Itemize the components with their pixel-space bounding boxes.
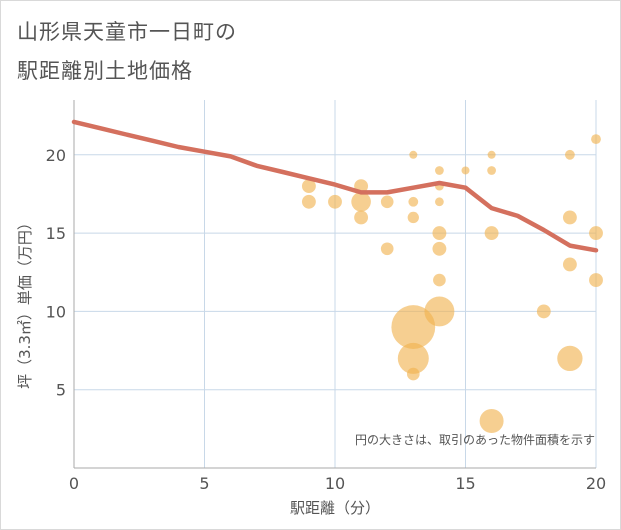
bubble-point: [301, 194, 316, 209]
bubble-point: [424, 296, 455, 327]
x-tick-label: 20: [586, 474, 606, 493]
bubble-point: [484, 226, 499, 241]
bubble-point: [432, 226, 447, 241]
grid-layer: [73, 100, 597, 469]
x-axis-label: 駅距離（分）: [290, 499, 380, 517]
bubble-point: [391, 305, 436, 349]
bubble-point: [397, 342, 429, 374]
line-layer: [71, 119, 599, 253]
y-tick-label: 5: [56, 381, 66, 400]
bubble-point: [487, 150, 496, 159]
bubble-point: [562, 210, 577, 225]
bubble-point: [591, 134, 601, 145]
size-annotation: 円の大きさは、取引のあった物件面積を示す: [355, 432, 595, 447]
bubble-point: [557, 345, 583, 372]
bubble-point: [409, 150, 418, 159]
chart-title-line-2: 駅距離別土地価格: [17, 59, 193, 83]
bubble-point: [380, 242, 394, 256]
bubble-point: [380, 195, 394, 209]
x-tick-label: 10: [325, 474, 345, 493]
bubble-point: [328, 194, 342, 209]
x-tick-label: 15: [455, 474, 475, 493]
bubble-point: [487, 166, 496, 175]
bubble-point: [589, 226, 603, 241]
bubble-point: [479, 409, 504, 434]
x-tick-label: 5: [199, 474, 209, 493]
bubble-point: [407, 211, 419, 224]
bubble-point: [461, 166, 470, 175]
bubble-point: [536, 304, 551, 319]
tick-layer: 0 5 10 15 20 5 10 15 20: [46, 146, 607, 493]
bubble-point: [435, 166, 444, 175]
bubble-point: [565, 149, 575, 160]
bubble-point: [435, 197, 444, 207]
bubble-point: [562, 257, 577, 272]
y-axis-label: 坪（3.3㎡）単価（万円）: [16, 215, 34, 389]
bubble-point: [354, 210, 369, 225]
bubble-point: [408, 196, 419, 207]
price-trend-line: [71, 119, 599, 253]
bubble-point: [589, 273, 603, 288]
bubble-point: [351, 191, 371, 212]
y-tick-label: 10: [46, 302, 66, 321]
bubble-point: [406, 367, 420, 381]
bubble-point: [432, 241, 447, 256]
x-tick-label: 0: [69, 474, 79, 493]
bubble-point: [301, 179, 316, 194]
bubble-layer: [301, 134, 603, 434]
chart-title-line-1: 山形県天童市一日町の: [17, 20, 237, 44]
bubble-point: [433, 273, 446, 287]
y-tick-label: 15: [46, 224, 66, 243]
y-tick-label: 20: [46, 146, 66, 165]
